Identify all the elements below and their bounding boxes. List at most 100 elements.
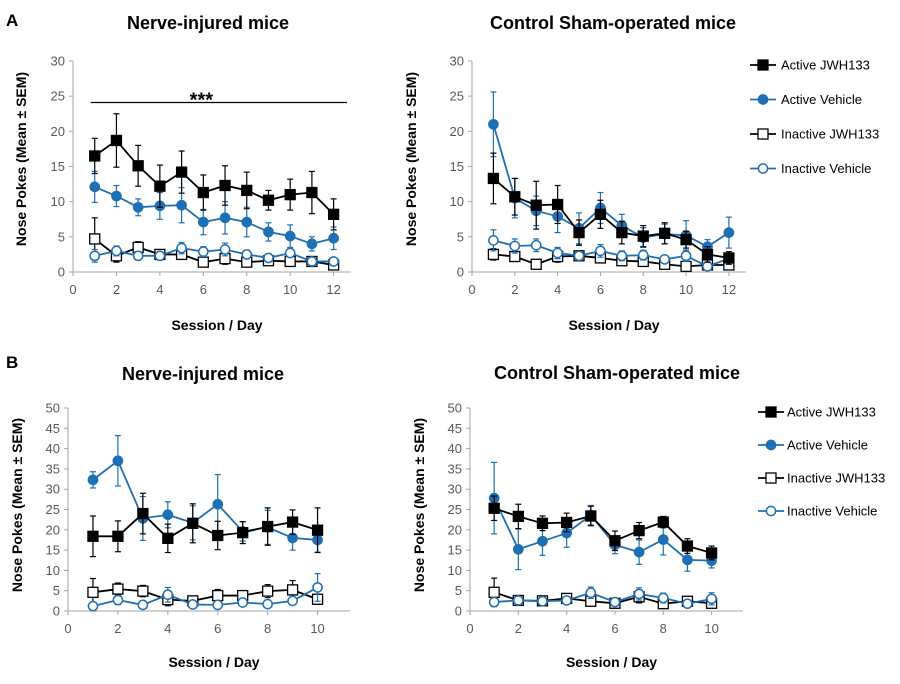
data-point xyxy=(287,595,298,607)
data-point xyxy=(723,227,735,238)
data-point xyxy=(560,516,573,529)
data-point xyxy=(312,582,323,593)
y-axis-title: Nose Pokes (Mean ± SEM) xyxy=(9,418,25,592)
legend-label: Active JWH133 xyxy=(781,58,870,73)
data-point xyxy=(552,247,563,259)
legend-marker xyxy=(765,505,777,517)
series-inactive-vehicle xyxy=(488,229,735,272)
data-point xyxy=(657,516,669,528)
legend-item: Active Vehicle xyxy=(750,92,862,107)
y-tick-label: 30 xyxy=(46,482,60,497)
y-tick-label: 15 xyxy=(450,159,464,174)
series-line xyxy=(92,586,318,608)
data-point xyxy=(551,198,564,211)
y-tick-label: 30 xyxy=(51,54,65,69)
x-axis-title: Session / Day xyxy=(568,317,659,333)
data-point xyxy=(328,256,339,267)
y-tick-label: 25 xyxy=(51,89,65,104)
data-point xyxy=(89,250,101,262)
data-point xyxy=(89,181,101,193)
data-point xyxy=(137,585,149,597)
x-tick-label: 8 xyxy=(660,621,667,636)
x-tick-label: 2 xyxy=(511,282,518,297)
data-point xyxy=(530,239,542,251)
y-tick-label: 50 xyxy=(46,401,60,416)
data-point xyxy=(111,245,122,257)
legend-item: Active JWH133 xyxy=(750,58,870,73)
data-point xyxy=(162,532,174,544)
y-tick-label: 30 xyxy=(448,482,462,497)
y-tick-label: 5 xyxy=(457,229,464,244)
data-point xyxy=(585,510,597,522)
series-active-jwh133 xyxy=(488,495,718,561)
data-point xyxy=(219,212,231,224)
data-point xyxy=(241,184,253,197)
data-point xyxy=(187,599,199,610)
data-point xyxy=(680,250,692,262)
data-point xyxy=(112,594,124,606)
y-axis-title: Nose Pokes (Mean ± SEM) xyxy=(13,72,29,246)
data-point xyxy=(237,526,249,539)
data-point xyxy=(488,502,500,514)
chart-title: Control Sham-operated mice xyxy=(494,363,740,383)
legend-label: Inactive JWH133 xyxy=(781,127,879,142)
data-point xyxy=(633,588,645,600)
data-point xyxy=(537,595,548,607)
data-point xyxy=(530,199,542,211)
data-point xyxy=(585,587,597,599)
series-active-vehicle xyxy=(488,91,735,255)
legend-marker xyxy=(765,472,777,484)
series-active-jwh133 xyxy=(487,152,735,265)
y-tick-label: 40 xyxy=(46,441,60,456)
data-point xyxy=(327,208,340,220)
legend-marker xyxy=(757,94,769,105)
y-tick-label: 15 xyxy=(46,543,60,558)
panel-label-b: B xyxy=(6,353,18,372)
x-tick-label: 4 xyxy=(554,282,561,297)
series-inactive-jwh133 xyxy=(487,248,735,273)
y-tick-label: 15 xyxy=(448,543,462,558)
legend-item: Active JWH133 xyxy=(758,405,876,420)
series-active-vehicle xyxy=(488,461,717,572)
series-inactive-vehicle xyxy=(87,573,323,612)
y-tick-label: 25 xyxy=(450,89,464,104)
x-tick-label: 2 xyxy=(114,621,121,636)
x-axis-title: Session / Day xyxy=(171,317,262,333)
series-line xyxy=(92,459,318,541)
legend-marker xyxy=(757,128,769,140)
data-point xyxy=(197,216,209,228)
y-tick-label: 20 xyxy=(46,522,60,537)
data-point xyxy=(110,134,123,147)
data-point xyxy=(111,190,122,202)
series-line xyxy=(92,512,318,540)
x-tick-label: 6 xyxy=(611,621,618,636)
data-point xyxy=(154,250,166,262)
x-tick-label: 4 xyxy=(164,621,171,636)
data-point xyxy=(680,233,692,246)
chart-sham-operated-b: Control Sham-operated mice Session / Day N… xyxy=(411,363,885,670)
data-point xyxy=(284,230,296,242)
data-point xyxy=(87,474,99,486)
data-point xyxy=(512,510,524,523)
data-point xyxy=(87,530,99,542)
data-point xyxy=(701,248,714,261)
y-tick-label: 10 xyxy=(46,563,60,578)
y-tick-label: 20 xyxy=(450,124,464,139)
series-line xyxy=(494,591,712,605)
y-tick-label: 0 xyxy=(53,604,60,619)
y-tick-label: 35 xyxy=(46,461,60,476)
y-axis-title: Nose Pokes (Mean ± SEM) xyxy=(411,418,427,592)
data-point xyxy=(263,226,274,238)
x-tick-label: 10 xyxy=(704,621,718,636)
series-line xyxy=(493,497,712,562)
x-tick-label: 6 xyxy=(200,282,207,297)
series-inactive-vehicle xyxy=(89,241,339,267)
data-point xyxy=(137,507,149,520)
x-tick-label: 12 xyxy=(722,282,736,297)
data-point xyxy=(87,586,99,598)
chart-title: Control Sham-operated mice xyxy=(490,13,736,33)
data-point xyxy=(509,191,521,203)
x-tick-label: 8 xyxy=(640,282,647,297)
data-point xyxy=(487,172,500,185)
